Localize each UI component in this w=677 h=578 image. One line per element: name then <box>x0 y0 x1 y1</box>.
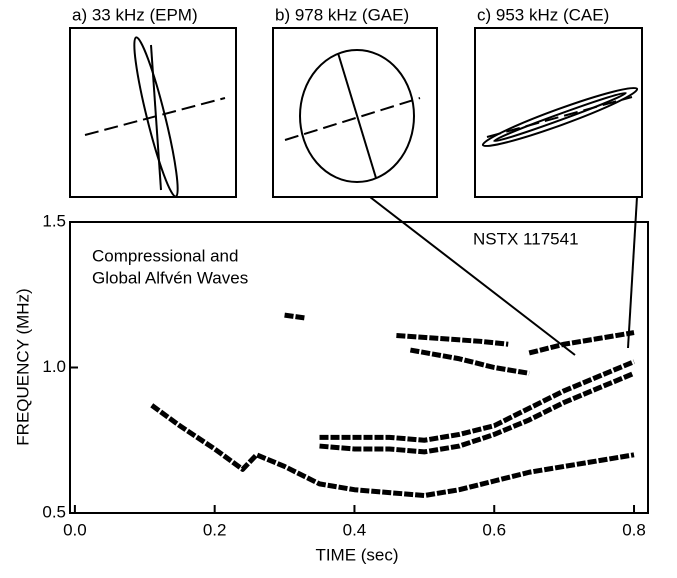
spectral-band <box>150 403 635 499</box>
connector-lines <box>369 196 638 356</box>
inset-box <box>69 27 237 198</box>
spectral-band <box>396 332 509 347</box>
inset-box <box>272 27 438 198</box>
inset-title: a) 33 kHz (EPM) <box>72 5 198 24</box>
x-tick-label: 0.4 <box>343 520 367 539</box>
inset-title: b) 978 kHz (GAE) <box>275 5 409 24</box>
inset-title: c) 953 kHz (CAE) <box>477 5 609 24</box>
y-axis-label: FREQUENCY (MHz) <box>13 288 32 445</box>
y-tick-label: 0.5 <box>42 502 66 521</box>
inset-box <box>474 27 643 198</box>
y-tick-label: 1.5 <box>42 211 66 230</box>
spectral-band <box>409 347 530 376</box>
annotation: NSTX 117541 <box>473 229 579 248</box>
annotation: Global Alfvén Waves <box>92 268 248 287</box>
x-tick-label: 0.2 <box>203 520 227 539</box>
x-tick-label: 0.6 <box>482 520 506 539</box>
polarization-shapes <box>84 36 639 198</box>
x-tick-label: 0.0 <box>63 520 87 539</box>
spectral-band <box>284 312 306 321</box>
y-tick-label: 1.0 <box>42 357 66 376</box>
x-axis-label: TIME (sec) <box>315 545 398 564</box>
spectral-band <box>319 359 635 443</box>
spectral-band <box>528 330 635 356</box>
annotation: Compressional and <box>92 246 238 265</box>
x-tick-label: 0.8 <box>622 520 646 539</box>
spectral-band <box>319 371 635 455</box>
